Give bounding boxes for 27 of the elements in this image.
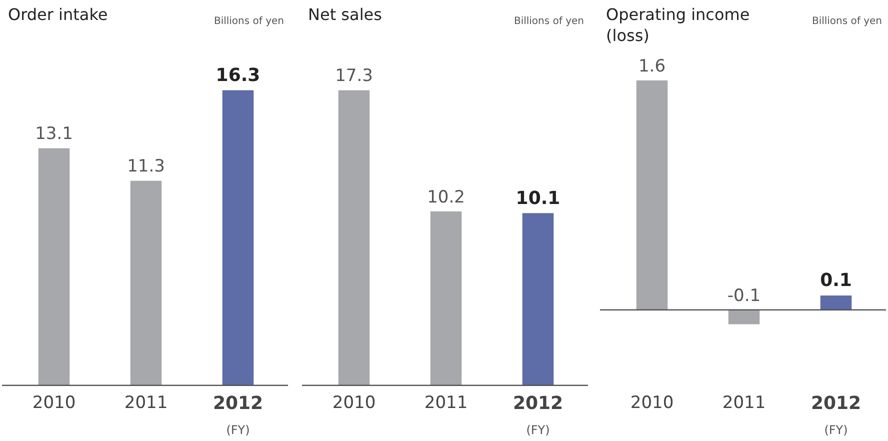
data-label: 0.1	[820, 270, 852, 292]
data-label: 10.1	[516, 188, 560, 209]
x-tick-label: 2011	[424, 393, 468, 414]
data-label: 13.1	[35, 124, 73, 144]
x-tick-label: 2011	[124, 393, 168, 414]
y-axis-title: Billions of yen	[214, 16, 284, 27]
x-tick-label: 2012	[512, 392, 564, 414]
chart-title: Operating income (loss)	[606, 4, 750, 46]
y-axis-title: Billions of yen	[514, 16, 584, 27]
text: (FY)	[526, 423, 550, 438]
x-tick-label: 2010	[332, 393, 376, 414]
text: (FY)	[226, 423, 250, 438]
x-tick-label: 2012	[212, 392, 264, 414]
x-tick-label: 2010	[630, 393, 674, 414]
x-tick-label: 2011	[722, 393, 766, 414]
x-tick-label: 2012	[810, 392, 862, 414]
data-label: 16.3	[216, 64, 260, 86]
data-label: 1.6	[638, 56, 666, 76]
y-axis-title: Billions of yen	[812, 16, 882, 27]
chart-title: Net sales	[308, 4, 382, 25]
text: (FY)	[824, 423, 848, 438]
data-label: -0.1	[727, 286, 761, 306]
x-tick-label: 2010	[32, 393, 76, 414]
data-label: 10.2	[427, 187, 465, 208]
data-label: 11.3	[127, 156, 165, 177]
chart-title: Order intake	[8, 4, 108, 25]
data-label: 17.3	[335, 66, 373, 86]
